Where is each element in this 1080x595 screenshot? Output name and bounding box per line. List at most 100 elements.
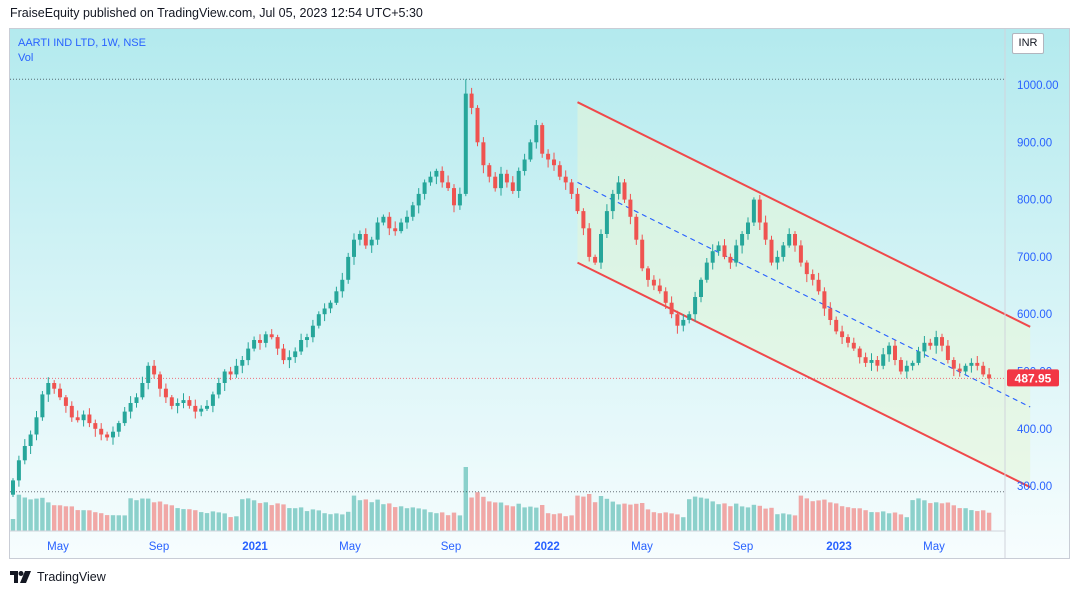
candle — [240, 356, 245, 374]
volume-bar — [46, 502, 51, 531]
volume-bar — [892, 512, 898, 531]
candle — [199, 405, 204, 417]
candle — [469, 87, 474, 115]
candle — [957, 363, 962, 377]
x-tick-label: Sep — [733, 541, 753, 553]
volume-bar — [16, 494, 22, 531]
tradingview-icon — [10, 571, 31, 583]
candle — [252, 336, 257, 352]
volume-bar — [434, 513, 439, 531]
candle — [534, 120, 539, 149]
candle — [728, 253, 733, 269]
candle — [181, 393, 186, 409]
published-caption: FraiseEquity published on TradingView.co… — [10, 6, 423, 20]
candle — [440, 166, 445, 188]
volume-bar — [763, 508, 768, 531]
candle — [369, 236, 374, 253]
price-chart[interactable]: 1000.00900.00800.00700.00600.00500.00400… — [10, 29, 1069, 558]
trend-channel — [577, 101, 1031, 489]
candle — [175, 398, 180, 414]
candle — [293, 347, 298, 363]
reference-lines — [10, 78, 1005, 493]
volume-bar — [945, 502, 951, 531]
volume-bar — [193, 510, 198, 531]
candle — [457, 187, 462, 210]
candle — [616, 176, 621, 200]
volume-pane — [10, 467, 992, 531]
candle — [940, 333, 944, 352]
volume-bar — [375, 499, 380, 531]
symbol-title[interactable]: AARTI IND LTD, 1W, NSE — [18, 37, 146, 49]
volume-bar — [569, 515, 574, 531]
volume-bar — [151, 502, 157, 531]
volume-bar — [175, 508, 180, 531]
candle — [281, 344, 286, 365]
volume-bar — [628, 504, 633, 531]
volume-bar — [81, 510, 86, 531]
volume-bar — [716, 504, 721, 531]
volume-bar — [475, 492, 480, 531]
volume-bar — [440, 512, 445, 531]
volume-bar — [404, 508, 410, 531]
candle — [422, 179, 427, 200]
candle — [105, 431, 110, 441]
volume-bar — [504, 505, 510, 531]
candle — [58, 383, 62, 401]
candle — [798, 240, 803, 267]
candle — [158, 371, 162, 397]
volume-bar — [463, 467, 468, 531]
candle — [340, 272, 345, 298]
volume-label[interactable]: Vol — [18, 52, 34, 64]
channel-upper-line — [577, 101, 1031, 328]
volume-bar — [581, 496, 586, 531]
candle — [69, 401, 74, 422]
candle — [751, 197, 756, 226]
volume-bar — [181, 509, 186, 531]
candle — [857, 346, 862, 364]
volume-bar — [346, 511, 351, 531]
volume-bar — [645, 509, 651, 531]
y-tick-label: 800.00 — [1017, 195, 1052, 207]
candle — [299, 333, 304, 355]
volume-bar — [757, 505, 762, 531]
candle — [969, 358, 974, 373]
volume-bar — [146, 498, 151, 531]
volume-bar — [751, 504, 757, 531]
volume-bar — [534, 507, 539, 531]
volume-bar — [481, 496, 486, 531]
volume-bar — [957, 508, 962, 531]
last-price-label: 487.95 — [1007, 369, 1059, 387]
volume-bar — [969, 510, 974, 531]
tradingview-logo[interactable]: TradingView — [10, 570, 106, 584]
volume-bar — [587, 494, 592, 531]
channel-middle-line — [577, 181, 1031, 408]
time-axis[interactable]: May Sep 2021 May Sep 2022 May Sep 2023 May — [47, 541, 945, 553]
volume-bar — [881, 511, 886, 531]
candle — [651, 275, 656, 291]
candle — [446, 175, 451, 191]
volume-bar — [810, 501, 815, 531]
candle — [393, 221, 398, 236]
currency-badge[interactable]: INR — [1012, 33, 1044, 54]
volume-bar — [275, 503, 280, 531]
volume-bar — [675, 514, 680, 531]
volume-bar — [575, 495, 580, 531]
volume-bar — [981, 510, 986, 531]
volume-bar — [739, 506, 745, 531]
candle — [28, 430, 33, 454]
volume-bar — [251, 500, 257, 531]
candle — [869, 353, 874, 371]
volume-bar — [140, 498, 145, 531]
candle — [263, 331, 268, 348]
volume-bar — [540, 505, 545, 531]
price-axis[interactable]: 1000.00900.00800.00700.00600.00500.00400… — [1017, 80, 1059, 493]
volume-bar — [387, 503, 392, 531]
candle — [740, 231, 745, 254]
volume-bar — [792, 515, 798, 531]
candle — [52, 380, 57, 394]
candle — [210, 391, 215, 413]
volume-bar — [328, 514, 333, 531]
volume-bar — [104, 515, 110, 531]
candle — [40, 391, 45, 421]
candle — [569, 179, 574, 199]
